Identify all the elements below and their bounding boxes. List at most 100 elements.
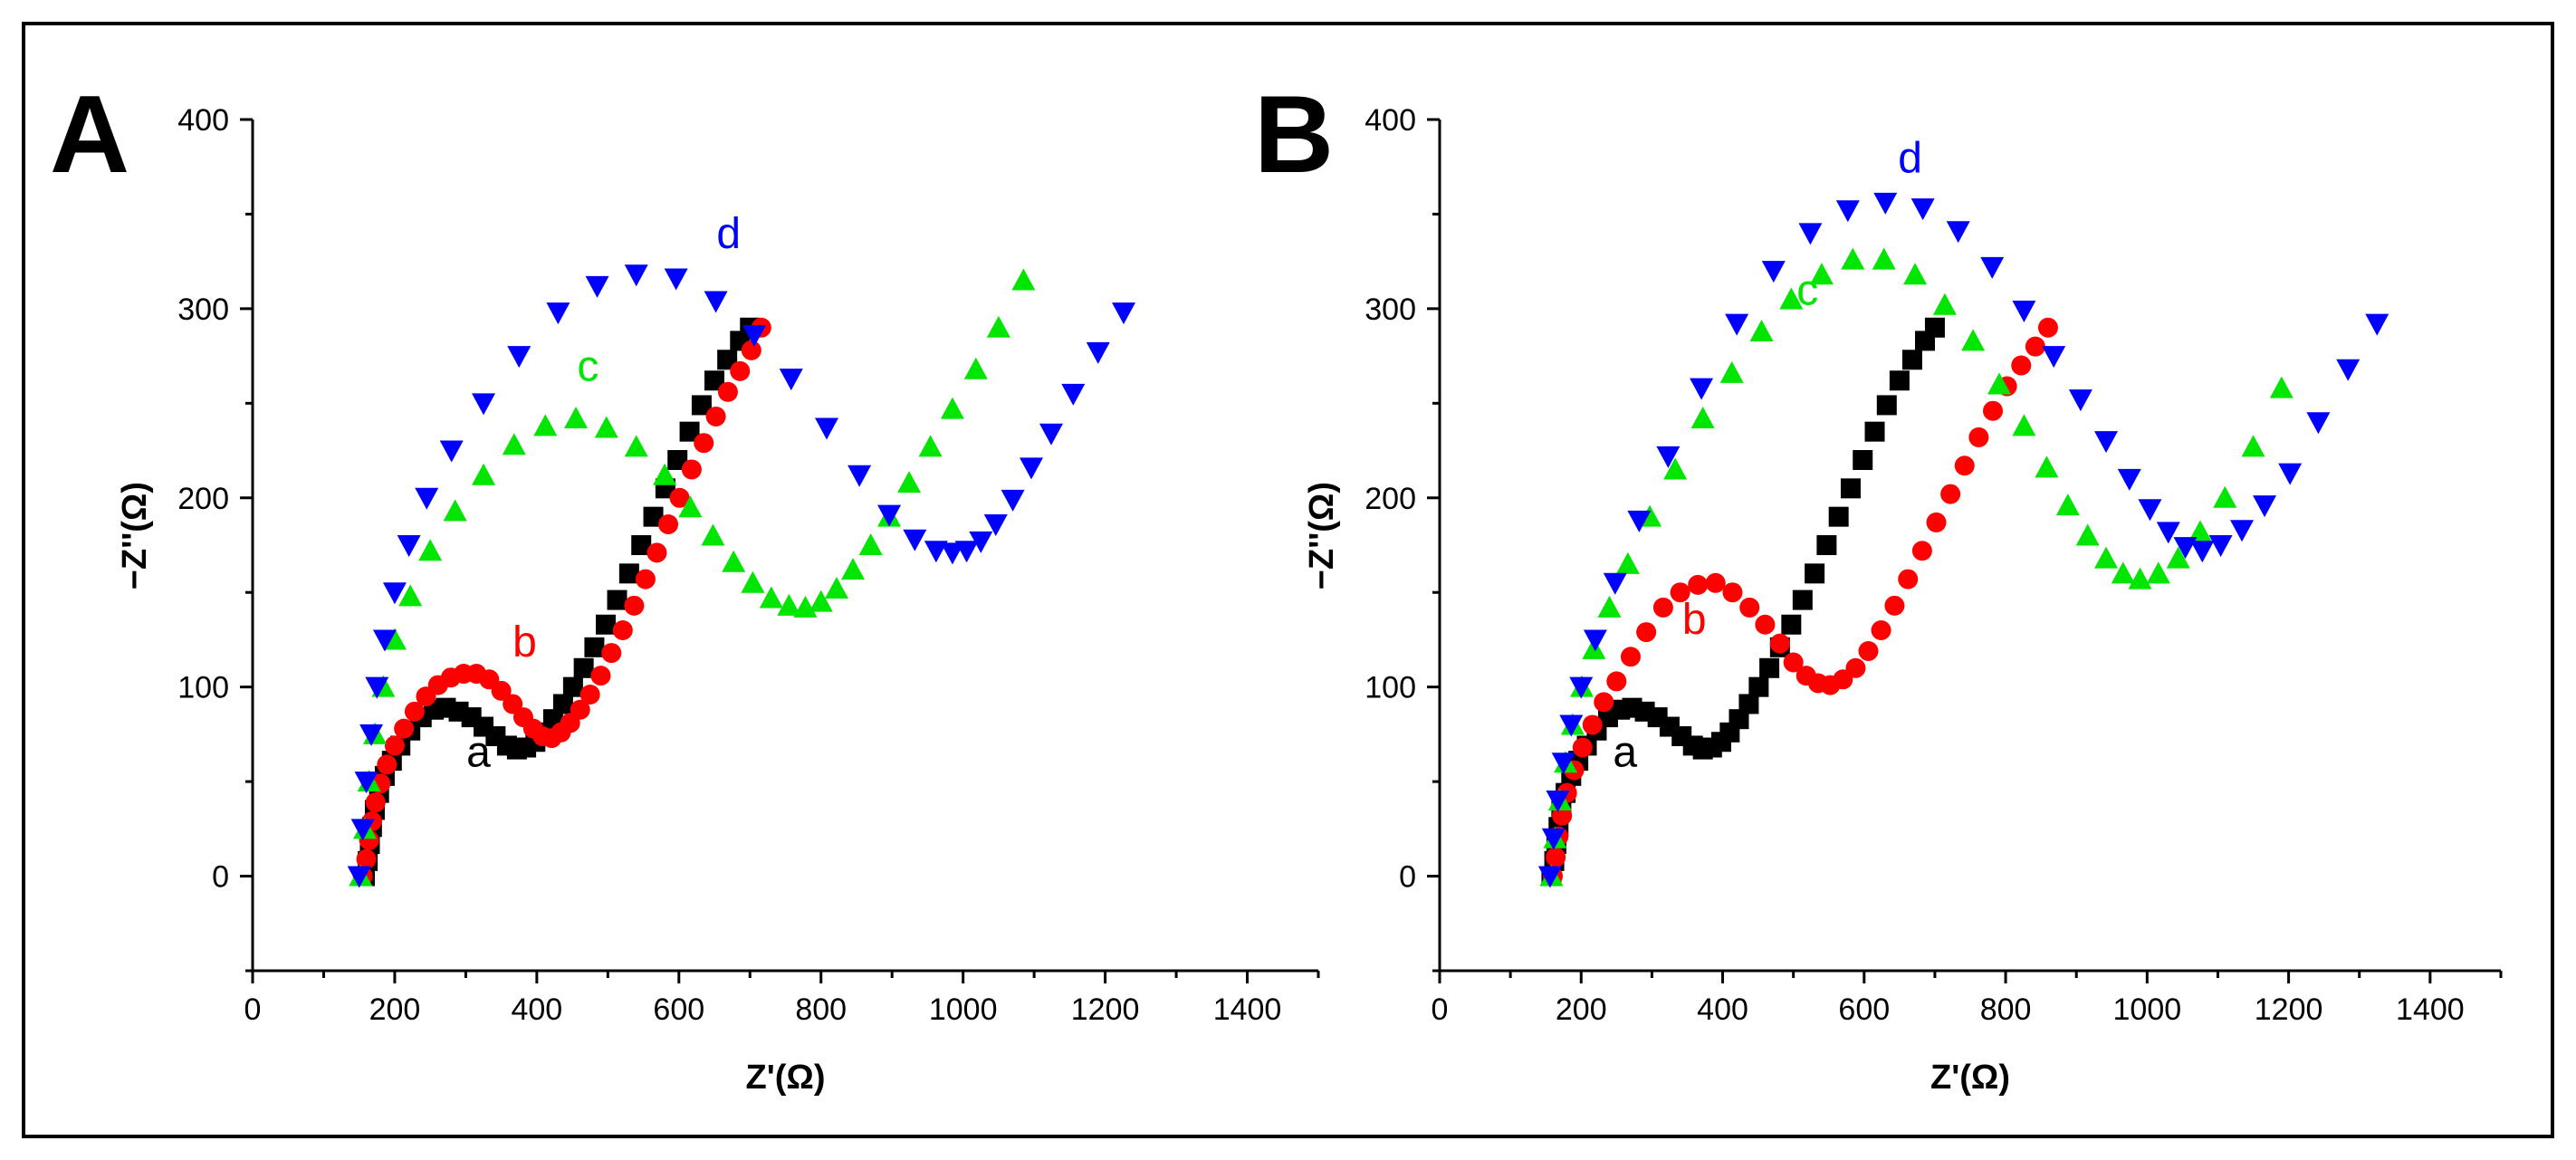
panel-b-series-c-point — [2146, 561, 2170, 584]
panel-a-series-b-point — [601, 643, 622, 664]
panel-a-series-d-point — [382, 582, 407, 605]
panel-b-series-d-point — [1656, 446, 1681, 468]
panel-a-series-a-point — [631, 535, 652, 555]
panel-b-series-a-point — [1781, 614, 1802, 635]
panel-a-series-b-point — [570, 699, 590, 720]
panel-b-series-a-point — [1792, 590, 1813, 610]
panel-a-series-c-point — [502, 433, 526, 455]
panel-a-series-d-point — [815, 417, 839, 440]
panel-b: B 0 200 400 600 800 1000 1200 1400 0 100 200 300 40… — [1254, 72, 2503, 1097]
panel-a-series-d-point — [983, 514, 1008, 537]
panel-a-series-c-point — [443, 499, 467, 522]
panel-b-x-tick-label: 400 — [1697, 992, 1748, 1027]
panel-b-series-b-point — [1582, 714, 1603, 735]
panel-a-series-b-point — [635, 569, 656, 590]
panel-b-series-c-point — [2213, 485, 2237, 508]
panel-a-series-c-point — [759, 586, 783, 609]
panel-a-series-b-point — [365, 792, 386, 813]
panel-b-series-b-point — [1858, 640, 1879, 661]
panel-b-annotation-b: b — [1682, 596, 1707, 644]
panel-a-series-d-point — [347, 866, 371, 888]
panel-a-series-b-point — [579, 685, 600, 705]
panel-b-series-b-point — [2037, 317, 2058, 338]
panel-b-series-d — [1537, 192, 2389, 888]
panel-a-annotation-d: d — [716, 210, 741, 258]
panel-b-series-b-point — [1546, 847, 1566, 868]
panel-b-series-b-point — [1670, 582, 1690, 603]
panel-b-series-c-point — [1932, 292, 1957, 315]
panel-b-series-b-point — [1926, 512, 1947, 532]
panel-a-series-d-point — [664, 268, 688, 291]
panel-b-series-d-point — [2068, 389, 2092, 412]
panel-a-series-b-point — [624, 595, 645, 616]
panel-b-x-tick-label: 1400 — [2396, 992, 2465, 1027]
panel-a-series-d-point — [354, 772, 378, 794]
panel-a-y-axis — [240, 118, 254, 973]
panel-a-series-d-point — [1086, 341, 1110, 364]
panel-a-series-b-point — [730, 360, 751, 381]
panel-a-series-c-point — [701, 523, 725, 546]
panel-a-x-tick-label: 400 — [511, 992, 562, 1027]
panel-b-series-b-point — [1845, 657, 1866, 678]
panel-b-series-c-point — [2188, 520, 2212, 542]
panel-a-series-a-point — [584, 637, 605, 657]
panel-b-series-d-point — [1603, 572, 1627, 595]
panel-b-series-d-point — [2190, 541, 2215, 563]
panel-a-series-a-point — [667, 450, 688, 470]
panel-b-series-d-point — [1725, 313, 1749, 336]
panel-b-series-d-point — [1946, 221, 1970, 244]
panel-a-series-d-point — [940, 542, 964, 565]
panel-a-series-d — [347, 264, 1136, 888]
panel-a-x-tick-label: 200 — [369, 992, 421, 1027]
panel-b-series-b-point — [1783, 652, 1804, 673]
panel-a-series-c-point — [722, 550, 746, 572]
panel-a-annotation-a: a — [466, 728, 491, 776]
panel-b-series-c-point — [2128, 567, 2152, 590]
panel-a-series-c-point — [1011, 268, 1036, 291]
panel-a-series-c-point — [398, 584, 423, 607]
panel-a-series-d-point — [742, 325, 766, 348]
panel-a-series-c-point — [653, 463, 677, 485]
panel-b-y-tick-label: 0 — [1399, 860, 1416, 895]
panel-b-series-d-point — [1559, 714, 1584, 737]
panel-b-series-a-point — [1876, 395, 1897, 416]
panel-b-series-d-point — [2253, 495, 2277, 518]
panel-a-series-c-point — [678, 495, 703, 518]
panel-a-series-d-point — [1019, 457, 1043, 480]
panel-b-series-a-point — [1828, 506, 1849, 527]
panel-b-series-a-point — [1805, 563, 1825, 584]
panel-a-series-b-point — [491, 680, 512, 701]
panel-b-series-b-point — [1636, 622, 1657, 643]
panel-a-series-c-point — [918, 435, 943, 457]
panel-a-annotation-c: c — [577, 342, 599, 390]
panel-a-series-a-point — [552, 694, 573, 714]
panel-a-annotation-b: b — [512, 618, 537, 666]
panel-b-series-c-point — [2166, 546, 2190, 569]
panel-a-series-d-point — [372, 629, 397, 652]
panel-b-series-b-point — [1594, 692, 1614, 713]
panel-a-series-d-point — [585, 275, 609, 298]
panel-a-series-b-point — [590, 666, 611, 686]
panel-b-x-tick-label: 200 — [1556, 992, 1607, 1027]
panel-b-series-b-point — [1769, 633, 1790, 654]
panel-b-series-b-point — [1705, 572, 1726, 593]
panel-a-series-c-point — [741, 570, 765, 593]
panel-b-x-tick-label: 1200 — [2255, 992, 2323, 1027]
panel-a-series-d-point — [365, 676, 389, 699]
panel-a-series-d-point — [350, 819, 375, 841]
panel-a-series-d-point — [954, 541, 979, 563]
panel-b-x-tick-label: 800 — [1980, 992, 2032, 1027]
panel-b-series-a-point — [1853, 450, 1873, 470]
panel-a-series-d-point — [969, 531, 993, 553]
panel-a-x-tick-label: 1400 — [1213, 992, 1282, 1027]
panel-a-series-b-point — [694, 433, 714, 454]
panel-a-series-b-point — [658, 514, 679, 535]
panel-a-series-a-point — [573, 657, 594, 678]
panel-b-series-b-point — [1722, 582, 1743, 603]
panel-b-series-b-point — [2011, 355, 2032, 376]
panel-b-series-d-point — [1980, 256, 2005, 279]
panel-b-series-a-point — [1901, 350, 1922, 370]
panel-a-series-c-point — [533, 414, 558, 436]
panel-a-series-a-point — [691, 395, 712, 416]
